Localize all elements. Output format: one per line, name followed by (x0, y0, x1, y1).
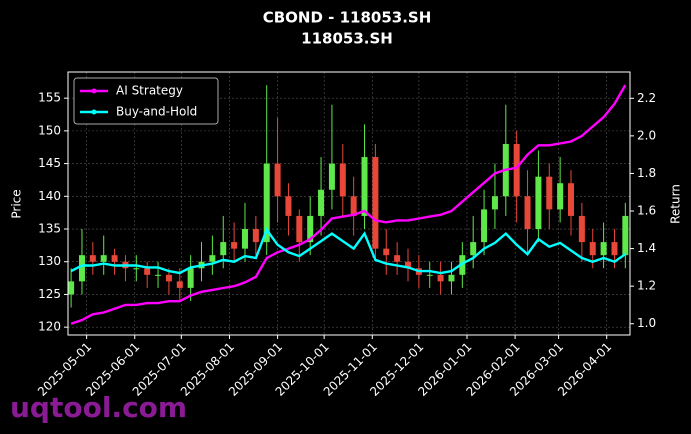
chart-subtitle: 118053.SH (301, 30, 393, 48)
candle-body (448, 274, 455, 282)
chart-title: CBOND - 118053.SH (263, 9, 432, 27)
candle-body (546, 176, 553, 210)
candle-body (68, 281, 75, 295)
candle-body (209, 255, 216, 262)
y-tick-label: 120 (38, 320, 61, 334)
candle-body (111, 255, 118, 262)
candle-body (165, 274, 172, 282)
candle-body (328, 163, 335, 190)
y2-tick-label: 1.8 (637, 166, 656, 180)
candle-body (372, 157, 379, 249)
candle-body (296, 215, 303, 243)
legend-marker (91, 109, 97, 115)
legend-label: Buy-and-Hold (116, 105, 197, 119)
y-tick-label: 125 (38, 287, 61, 301)
candle-body (622, 215, 629, 256)
legend-marker (91, 88, 97, 94)
y2-tick-label: 1.6 (637, 204, 656, 218)
candle-body (426, 274, 433, 276)
candle-body (78, 255, 85, 282)
candle-body (274, 163, 281, 197)
candle-body (535, 176, 542, 230)
y2-axis-label: Return (669, 184, 683, 224)
candle-body (231, 242, 238, 249)
candle-body (318, 189, 325, 216)
y2-tick-label: 1.4 (637, 241, 656, 255)
candle-body (361, 157, 368, 216)
candle-body (524, 196, 531, 230)
candle-body (383, 248, 390, 256)
legend-box (73, 77, 219, 125)
candle-body (578, 215, 585, 243)
candle-body (100, 255, 107, 262)
legend-label: AI Strategy (116, 84, 183, 98)
y2-tick-label: 1.2 (637, 279, 656, 293)
y-axis-label: Price (10, 189, 24, 218)
candle-body (568, 183, 575, 216)
candle-body (252, 229, 259, 243)
candle-body (491, 196, 498, 210)
candle-body (600, 242, 607, 256)
candle-body (187, 268, 194, 288)
candle-body (394, 255, 401, 262)
y-tick-label: 135 (38, 222, 61, 236)
y-tick-label: 130 (38, 254, 61, 268)
candle-body (513, 143, 520, 197)
candle-body (220, 242, 227, 256)
y-tick-label: 140 (38, 189, 61, 203)
y2-tick-label: 2.0 (637, 128, 656, 142)
candle-body (611, 242, 618, 256)
candle-body (470, 242, 477, 256)
candle-body (307, 215, 314, 243)
candle-body (133, 268, 140, 270)
candle-body (339, 163, 346, 197)
y2-tick-label: 2.2 (637, 91, 656, 105)
candle-body (241, 229, 248, 249)
candle-body (350, 196, 357, 216)
candle-body (481, 209, 488, 243)
series-line (70, 84, 627, 325)
series-line (70, 227, 626, 275)
candle-body (263, 163, 270, 243)
candle-body (155, 274, 162, 276)
watermark: uqtool.com (10, 391, 187, 424)
y2-tick-label: 1.0 (637, 316, 656, 330)
candle-body (176, 281, 183, 288)
plot-frame (67, 71, 631, 336)
candle-body (89, 255, 96, 262)
y-tick-label: 150 (38, 123, 61, 137)
candle-body (144, 268, 151, 275)
y-tick-label: 145 (38, 156, 61, 170)
y-tick-label: 155 (38, 91, 61, 105)
candle-body (557, 183, 564, 210)
candle-body (589, 242, 596, 256)
candle-body (285, 196, 292, 216)
candle-body (437, 274, 444, 282)
candle-body (404, 261, 411, 269)
